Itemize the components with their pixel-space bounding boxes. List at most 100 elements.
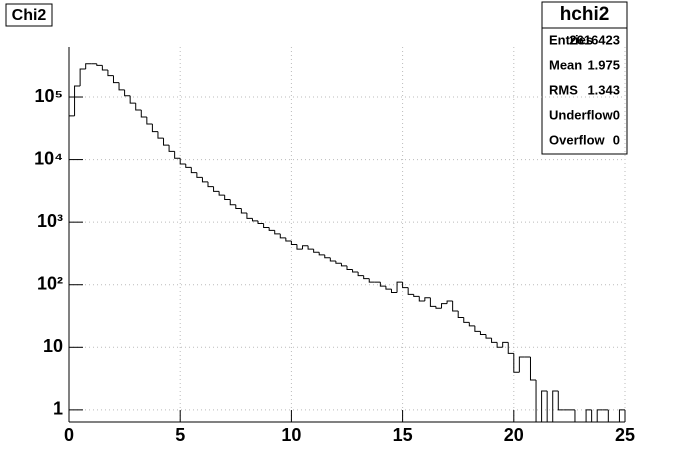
histogram-bin [441,303,448,309]
histogram-bin [396,281,403,293]
histogram-bin [468,322,475,327]
histogram-bin [229,199,236,206]
histogram-bin [285,237,292,242]
histogram-bin [352,269,359,273]
histogram-bin [163,138,170,146]
histogram-bin [585,409,592,422]
histogram-bin [140,110,147,118]
histogram-bin [246,213,253,219]
histogram-bin [357,271,364,277]
histogram-bin [535,380,542,423]
histogram-bin [368,278,375,283]
stats-value: 2616423 [569,32,620,47]
histogram-bin [218,191,225,196]
histogram-bin [324,254,331,259]
histogram-bin [224,195,231,201]
histogram-bin [107,70,114,77]
histogram-bin [529,356,537,381]
histogram-bin [168,145,175,152]
histogram-bin [402,282,409,289]
histogram-bin [268,227,275,231]
histogram-bin [85,63,92,70]
histogram-bin [607,409,614,423]
histogram-bin [552,390,559,422]
y-tick-label: 10⁵ [35,86,63,106]
histogram-bin [274,230,281,235]
stats-label: RMS [549,82,578,97]
histogram-bin [135,103,142,111]
histogram-bin [279,233,286,239]
stats-value: 0 [613,107,620,122]
histogram-bin [429,297,436,307]
histogram-bin [68,115,75,422]
histogram-bin [335,260,342,264]
histogram-bin [96,63,103,66]
histogram-bin [196,172,203,178]
histogram-bin [557,391,564,411]
histogram-bin [251,218,259,222]
y-tick-label: 10³ [37,211,63,231]
histogram-bin [174,151,181,159]
histogram-bin [518,356,525,373]
histogram-bin [502,341,509,348]
histogram-bin [124,89,131,97]
histogram-bin [435,306,442,309]
histogram-bin [596,409,603,422]
x-tick-label: 20 [504,425,524,445]
histogram-bin [157,131,164,139]
stats-value: 1.975 [587,57,620,72]
histogram-bin [446,300,453,304]
x-tick-label: 25 [615,425,635,445]
stats-box [541,1,628,155]
histogram-bin [129,95,136,104]
histogram-bin [329,257,336,262]
histogram-bin [418,296,425,302]
histogram-bin [302,245,309,250]
histogram-bin [146,116,153,125]
x-tick-label: 0 [64,425,74,445]
histogram-bin [574,409,581,423]
histogram-bin [101,65,108,71]
x-tick-label: 15 [393,425,413,445]
stats-value: 1.343 [587,82,620,97]
histogram-bin [479,331,486,336]
histogram-bin [618,409,625,422]
y-tick-label: 10 [43,336,63,356]
histogram-bin [79,68,86,86]
stats-label: Mean [549,57,582,72]
x-tick-label: 10 [281,425,301,445]
histogram-bin [485,334,492,339]
histogram-bin [263,223,270,229]
histogram-bin [296,244,303,250]
stats-label: Underflow [549,107,613,122]
stats-value: 0 [613,132,620,147]
histogram-bin [213,186,220,192]
histogram-bin [385,286,392,290]
histogram-bin [257,220,264,225]
histogram-bin [463,317,470,323]
histogram-bin [507,342,514,354]
y-tick-label: 10² [37,273,63,293]
histogram-bin [346,265,353,271]
histogram-bin [413,294,420,297]
histogram-bin [340,263,347,267]
histogram-bin [541,390,548,422]
histogram-bin [424,297,431,301]
histogram-bin [201,177,208,183]
histogram-bin [390,289,398,294]
histogram-bin [452,300,459,312]
histogram-bin [457,311,464,318]
histogram-bin [363,275,370,280]
histogram-bin [496,342,503,348]
histogram-bin [112,75,120,84]
stats-label: Overflow [549,132,606,147]
histogram-bin [240,208,247,214]
histogram-bin [207,181,214,188]
histogram-bin [118,82,125,91]
histogram-bin [185,164,192,168]
y-tick-label: 1 [53,399,63,419]
histogram-bin [179,158,186,165]
title-box [5,3,53,27]
histogram-bin [474,325,481,332]
